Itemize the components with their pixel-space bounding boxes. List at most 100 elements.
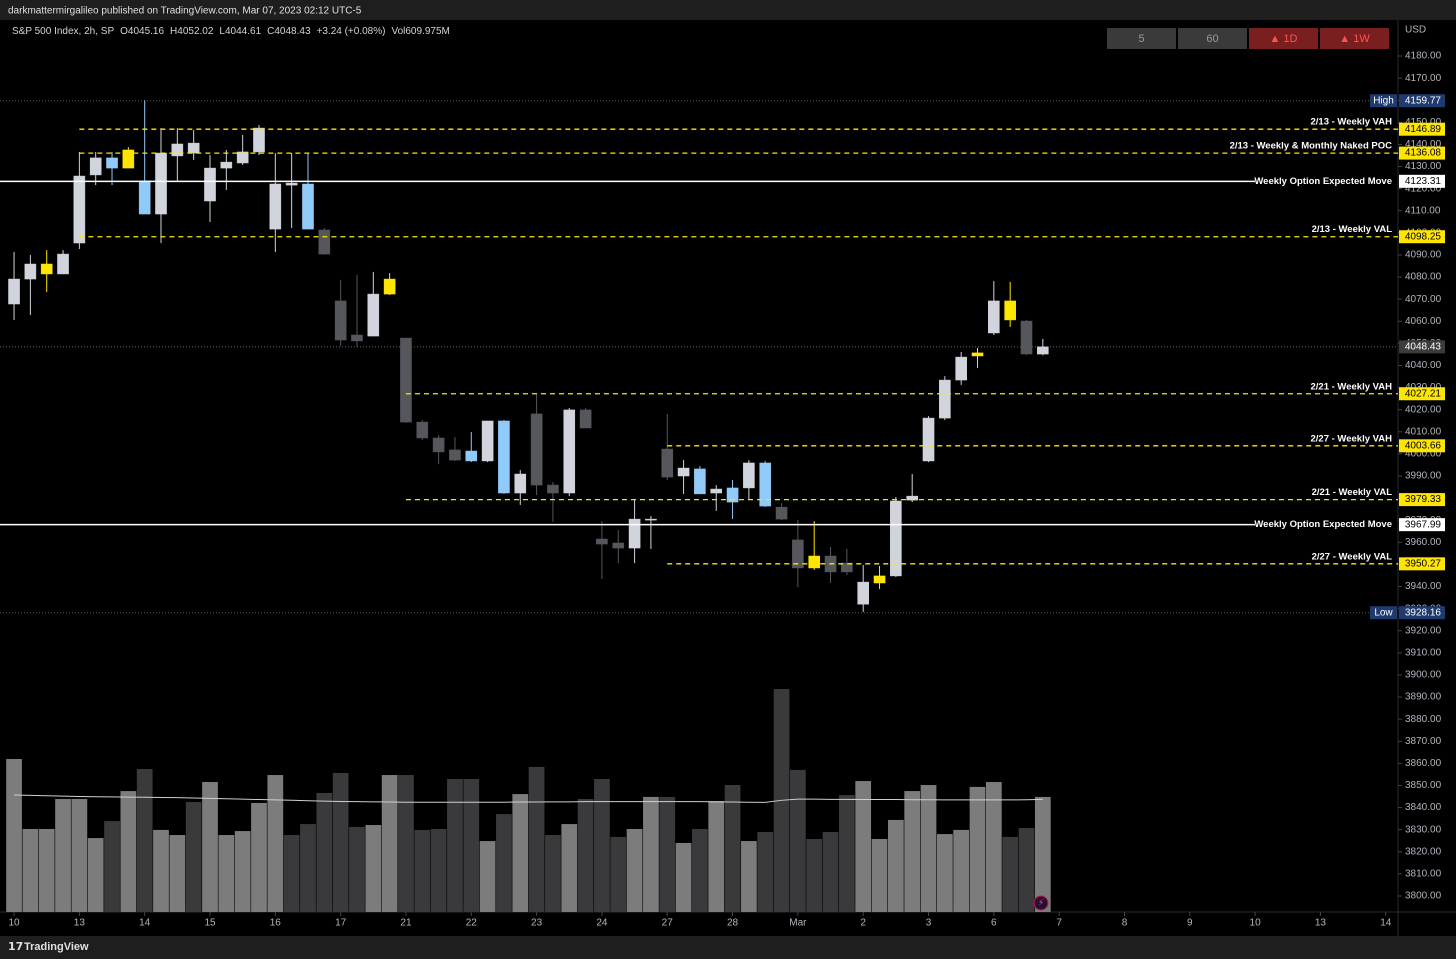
candle-body — [726, 487, 739, 503]
volume-bar — [969, 786, 986, 912]
volume-bar — [202, 782, 218, 912]
x-tick-label: 16 — [270, 918, 282, 929]
x-tick-label: 15 — [204, 918, 216, 929]
candle-body — [873, 575, 886, 584]
volume-bar — [38, 828, 55, 912]
candle-body — [236, 151, 249, 164]
candle-body — [334, 300, 347, 341]
volume-bar — [169, 835, 186, 912]
candle-body — [351, 334, 363, 342]
candle-body — [89, 157, 102, 176]
low_mark-price: 3928.16 — [1405, 607, 1442, 618]
interval-button[interactable]: 5 — [1107, 28, 1176, 49]
high_mark-tag-bg — [1370, 94, 1397, 108]
y-tick-label: 3850.00 — [1405, 780, 1442, 791]
level-price-bg — [1399, 230, 1445, 244]
candle-body — [596, 538, 608, 545]
last-price-label: 4048.43 — [1405, 341, 1442, 352]
volume-bar — [1002, 836, 1019, 912]
volume-bar — [594, 778, 610, 912]
interval-button-label: 60 — [1206, 33, 1218, 45]
x-tick-label: 13 — [74, 918, 86, 929]
volume-bar — [855, 781, 872, 912]
y-tick-label: 3860.00 — [1405, 758, 1442, 769]
level-label: Weekly Option Expected Move — [1254, 176, 1392, 187]
level-price-bg — [1399, 439, 1445, 453]
volume-bar — [218, 835, 235, 912]
y-tick-label: 3920.00 — [1405, 625, 1442, 636]
event-icon-glyph: ⚡ — [1038, 897, 1044, 907]
candle-body — [971, 352, 984, 357]
candle-body — [481, 420, 494, 462]
interval-button[interactable]: 60 — [1178, 28, 1247, 49]
publish-text: darkmattermirgalileo published on Tradin… — [8, 6, 362, 17]
level-label: 2/13 - Weekly & Monthly Naked POC — [1230, 141, 1393, 152]
volume-bar — [790, 769, 806, 912]
candle-body — [922, 417, 935, 462]
volume-bar — [610, 836, 627, 912]
volume-bar — [430, 828, 447, 912]
interval-button-bg — [1107, 28, 1176, 49]
volume-bar — [316, 792, 333, 912]
volume-bar — [839, 795, 855, 912]
volume-bar — [659, 796, 676, 912]
candle-body — [1037, 346, 1049, 355]
volume-bar — [398, 775, 414, 912]
candle-body — [1020, 320, 1033, 355]
y-tick-label: 4010.00 — [1405, 426, 1442, 437]
event-icon[interactable] — [1033, 895, 1049, 911]
volume-bar — [904, 791, 921, 912]
high_mark-tag: High — [1373, 95, 1394, 106]
volume-bar — [708, 801, 725, 912]
x-tick-label: 3 — [926, 918, 932, 929]
y-tick-label: 3940.00 — [1405, 581, 1442, 592]
level-price: 4027.21 — [1405, 388, 1442, 399]
level-label: 2/27 - Weekly VAL — [1312, 551, 1393, 562]
candle-body — [8, 278, 20, 305]
candle-body — [988, 300, 1000, 334]
volume-bar — [22, 828, 39, 912]
candle-body — [808, 555, 821, 569]
volume-bar — [757, 832, 774, 912]
candle-body — [187, 142, 200, 154]
high_mark-price: 4159.77 — [1405, 95, 1442, 106]
interval-button-label: ▲ 1D — [1269, 33, 1297, 45]
x-tick-label: 28 — [727, 918, 739, 929]
interval-button[interactable]: ▲ 1W — [1320, 28, 1389, 49]
volume-bar — [545, 835, 561, 912]
legend: S&P 500 Index, 2h, SP O4045.16 H4052.02 L40… — [12, 26, 450, 37]
x-tick-label: Mar — [789, 918, 807, 929]
interval-button[interactable]: ▲ 1D — [1249, 28, 1318, 49]
y-tick-label: 3840.00 — [1405, 802, 1442, 813]
interval-button-label: 5 — [1138, 33, 1144, 45]
volume-bar — [561, 824, 578, 912]
x-tick-label: 9 — [1187, 918, 1193, 929]
x-tick-label: 23 — [531, 918, 543, 929]
candle-body — [57, 253, 69, 275]
volume-bar — [55, 798, 71, 912]
volume-bar — [1018, 828, 1035, 912]
volume-bar — [447, 778, 463, 912]
volume-bar — [806, 838, 823, 912]
y-tick-label: 4020.00 — [1405, 404, 1442, 415]
candle-body — [204, 167, 216, 202]
candle-body — [498, 420, 510, 494]
volume-bar — [136, 768, 153, 912]
y-tick-label: 4120.00 — [1405, 183, 1442, 194]
level-price: 4146.89 — [1405, 124, 1442, 135]
volume-bar — [300, 824, 316, 912]
currency: USD — [1405, 25, 1426, 36]
volume-bar — [512, 794, 529, 912]
volume-bar — [349, 826, 365, 912]
volume-bar — [871, 838, 888, 912]
candle-body — [955, 356, 967, 381]
volume-bar — [251, 802, 267, 912]
plot: 4180.004170.004160.004150.004140.004130.… — [0, 51, 1445, 929]
candle-body — [759, 462, 772, 507]
y-tick-label: 3910.00 — [1405, 647, 1442, 658]
volume-bar — [283, 835, 300, 912]
footer-bar — [0, 936, 1456, 959]
candle-body — [694, 468, 706, 495]
